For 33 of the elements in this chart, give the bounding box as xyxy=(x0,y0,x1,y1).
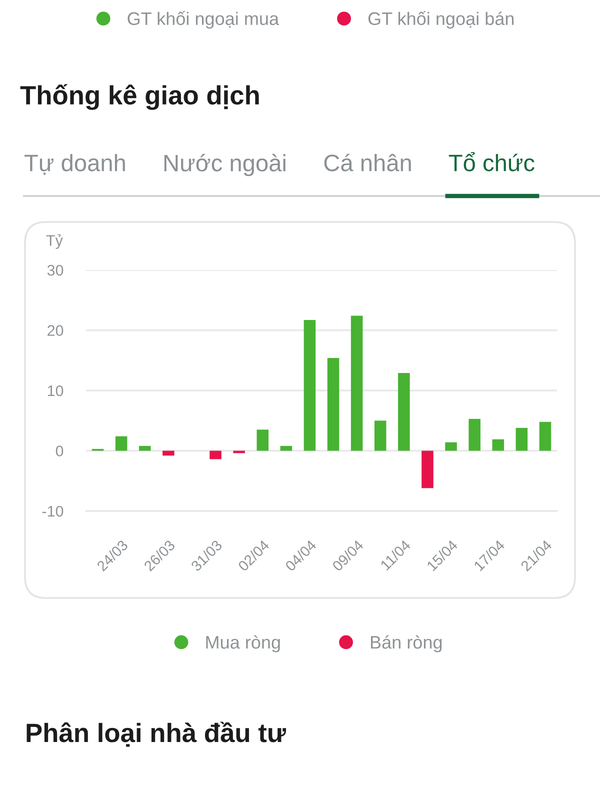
bar xyxy=(256,430,269,451)
bar xyxy=(516,428,528,451)
bar xyxy=(350,316,363,451)
bar xyxy=(422,450,434,488)
legend-label: Mua ròng xyxy=(206,635,280,652)
bar xyxy=(398,373,410,451)
bar xyxy=(304,320,316,451)
bar xyxy=(492,439,504,451)
y-tick-label: -10 xyxy=(42,506,64,517)
bar xyxy=(210,450,222,460)
chart-title: Thống kê giao dịch xyxy=(20,84,259,110)
bar xyxy=(327,358,340,451)
text: Cá nhân xyxy=(324,154,411,172)
y-tick-label: 20 xyxy=(48,325,64,336)
bar xyxy=(445,442,457,451)
bar xyxy=(162,450,174,456)
bar xyxy=(138,446,151,451)
bar xyxy=(115,436,128,451)
text: Tổ chức xyxy=(448,152,534,172)
y-tick-label: 30 xyxy=(47,264,64,276)
text: Nước ngoài xyxy=(164,154,286,176)
legend-label: GT khối ngoại mua xyxy=(128,11,280,29)
bar xyxy=(374,420,386,451)
y-tick-label: 0 xyxy=(56,446,64,456)
bar xyxy=(539,422,552,451)
text: Tự doanh xyxy=(24,154,125,175)
bar xyxy=(468,418,480,451)
legend-label: Bán ròng xyxy=(370,635,442,652)
y-axis-title: Tỷ xyxy=(46,234,63,249)
y-tick-label: 10 xyxy=(48,385,64,396)
bar xyxy=(280,446,292,451)
text: Phân loại nhà đầu tư xyxy=(26,722,286,747)
legend-label: GT khối ngoại bán xyxy=(368,11,514,29)
